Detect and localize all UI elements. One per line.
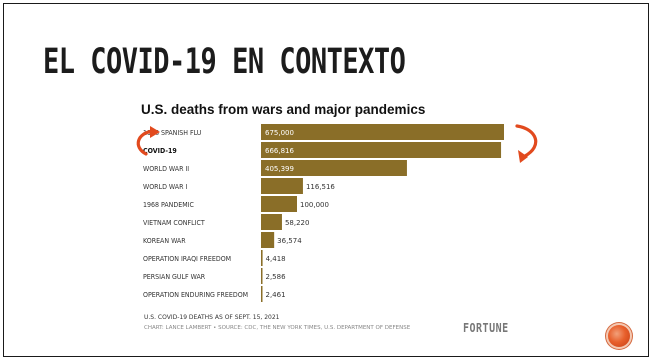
brand-logo: FORTUNE	[463, 322, 509, 336]
bar	[261, 268, 263, 284]
bars-group: 1918 SPANISH FLU 675,000 COVID-19 666,816 WO…	[143, 124, 504, 302]
category-label: 1968 PANDEMIC	[143, 201, 195, 209]
value-label: 36,574	[277, 237, 302, 245]
category-label: PERSIAN GULF WAR	[143, 273, 206, 281]
category-label: COVID-19	[143, 147, 177, 155]
value-label: 675,000	[265, 129, 294, 137]
chart-note: U.S. COVID-19 DEATHS AS OF SEPT. 15, 202…	[144, 314, 280, 321]
bar	[261, 214, 282, 230]
bar	[261, 232, 275, 248]
category-label: KOREAN WAR	[143, 237, 186, 245]
bar	[261, 286, 263, 302]
bar	[261, 142, 502, 158]
category-label: OPERATION ENDURING FREEDOM	[143, 291, 248, 299]
category-label: VIETNAM CONFLICT	[143, 219, 205, 227]
bar	[261, 196, 297, 212]
value-label: 58,220	[285, 219, 310, 227]
curved-arrow-left-head	[150, 126, 160, 138]
circle-button-icon[interactable]	[608, 325, 630, 347]
bar	[261, 178, 303, 194]
curved-arrow-left-icon	[136, 129, 155, 156]
curved-arrow-right-icon	[515, 124, 538, 158]
value-label: 405,399	[265, 165, 294, 173]
value-label: 666,816	[265, 147, 294, 155]
value-label: 4,418	[266, 255, 286, 263]
slide-frame	[3, 3, 649, 357]
category-label: 1918 SPANISH FLU	[143, 129, 202, 137]
chart-title: U.S. deaths from wars and major pandemic…	[141, 102, 426, 117]
category-label: WORLD WAR I	[143, 183, 187, 191]
curved-arrow-right-head	[518, 150, 528, 163]
chart-credit: CHART: LANCE LAMBERT • SOURCE: CDC, THE …	[144, 325, 411, 331]
bar	[261, 250, 263, 266]
value-label: 100,000	[300, 201, 329, 209]
value-label: 2,461	[266, 291, 286, 299]
value-label: 2,586	[266, 273, 287, 281]
value-label: 116,516	[306, 183, 335, 191]
slide-title: EL COVID-19 EN CONTEXTO	[43, 42, 406, 83]
bar	[261, 160, 407, 176]
bar	[261, 124, 504, 140]
category-label: OPERATION IRAQI FREEDOM	[143, 255, 231, 263]
category-label: WORLD WAR II	[143, 165, 189, 173]
